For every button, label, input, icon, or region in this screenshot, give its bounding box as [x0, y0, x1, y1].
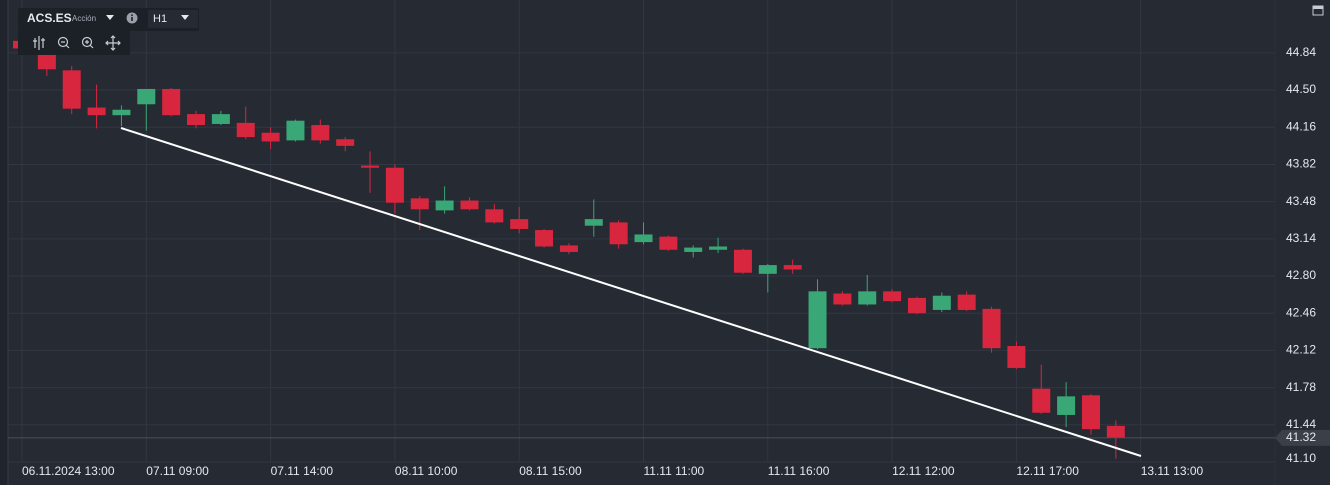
x-tick-label: 12.11 12:00	[892, 464, 955, 478]
candle-body	[460, 200, 479, 210]
y-tick-label: 43.48	[1286, 194, 1316, 208]
x-tick-label: 08.11 15:00	[519, 464, 582, 478]
candle-body	[907, 297, 926, 314]
candle-body	[634, 234, 653, 243]
candle-body	[808, 291, 827, 349]
candle-body	[162, 88, 181, 116]
symbol[interactable]: ACS.ES	[27, 11, 72, 25]
symbol-dropdown[interactable]	[106, 15, 114, 20]
candle-body	[609, 222, 628, 245]
candle-body	[659, 236, 678, 250]
candles	[13, 35, 1125, 459]
candle-body	[286, 120, 305, 141]
candle-body	[62, 70, 81, 109]
candle-body	[261, 132, 280, 142]
y-tick-label: 43.14	[1286, 231, 1316, 245]
indicators-icon[interactable]	[33, 36, 45, 50]
y-tick-label: 43.82	[1286, 157, 1316, 171]
trend-line[interactable]	[120, 127, 1142, 457]
y-tick-label: 44.84	[1286, 45, 1316, 59]
candle-body	[535, 230, 554, 247]
x-tick-label: 07.11 14:00	[271, 464, 334, 478]
x-tick-label: 13.11 13:00	[1141, 464, 1204, 478]
y-tick-label: 44.16	[1286, 119, 1316, 133]
candle-body	[236, 122, 255, 138]
candle-body	[510, 219, 529, 229]
x-tick-label: 08.11 10:00	[395, 464, 458, 478]
x-tick-label: 07.11 09:00	[146, 464, 209, 478]
candle-body	[1032, 388, 1051, 413]
y-tick-label: 42.80	[1286, 268, 1316, 282]
instrument-type: Acción	[72, 14, 96, 23]
info-icon-dot	[131, 14, 133, 17]
candle-body	[1007, 346, 1026, 368]
candle-body	[435, 200, 454, 211]
timeframe-box[interactable]	[148, 10, 198, 28]
candle-body	[112, 109, 131, 116]
x-tick-label: 12.11 17:00	[1016, 464, 1079, 478]
x-tick-label: 11.11 11:00	[644, 464, 705, 478]
y-tick-label: 44.50	[1286, 82, 1316, 96]
candle-body	[87, 107, 106, 116]
candle-body	[1057, 396, 1076, 415]
candle-body	[833, 293, 852, 305]
zoom-out-icon[interactable]	[57, 36, 69, 48]
timeframe[interactable]: H1	[153, 13, 167, 25]
candle-body	[883, 291, 902, 302]
left-strip	[0, 0, 8, 485]
candle-body	[137, 88, 156, 105]
candle-body	[932, 295, 951, 310]
pan-icon[interactable]	[105, 35, 121, 51]
candle-body	[485, 209, 504, 223]
y-tick-label: 42.12	[1286, 343, 1316, 357]
x-tick-label: 06.11.2024 13:00	[22, 464, 115, 478]
x-tick-label: 11.11 16:00	[768, 464, 830, 478]
tool-icons	[33, 35, 121, 51]
y-tick-label: 41.78	[1286, 380, 1316, 394]
zoom-in-icon[interactable]	[81, 36, 93, 48]
candle-body	[361, 165, 380, 168]
y-tick-label: 41.44	[1286, 417, 1316, 431]
candle-body	[733, 249, 752, 273]
info-icon-bar	[131, 17, 133, 21]
toolbar: ACS.ES Acción H1	[18, 5, 1324, 55]
y-tick-label: 42.46	[1286, 305, 1316, 319]
candle-body	[37, 52, 56, 70]
candle-body	[709, 246, 728, 250]
grid	[8, 0, 1275, 463]
candle-body	[311, 125, 330, 141]
candle-body	[982, 308, 1001, 349]
candle-body	[957, 294, 976, 310]
candle-body	[336, 139, 355, 146]
candle-body	[385, 167, 404, 203]
candle-body	[1081, 395, 1100, 430]
candle-body	[559, 245, 578, 252]
candle-body	[1106, 425, 1125, 438]
y-tick-label: 41.10	[1286, 451, 1316, 465]
candle-body	[410, 198, 429, 210]
candle-body	[783, 265, 802, 270]
last-price-label: 41.32	[1286, 430, 1316, 444]
window-icon-bar	[1313, 6, 1323, 9]
candle-body	[684, 247, 703, 252]
timeframe-dropdown[interactable]	[181, 15, 189, 20]
candle-body	[758, 265, 777, 274]
last-price-tag	[1275, 429, 1330, 446]
candle-body	[584, 219, 603, 226]
candle-body	[187, 114, 206, 126]
candle-body	[858, 291, 877, 305]
candle-body	[211, 114, 230, 124]
